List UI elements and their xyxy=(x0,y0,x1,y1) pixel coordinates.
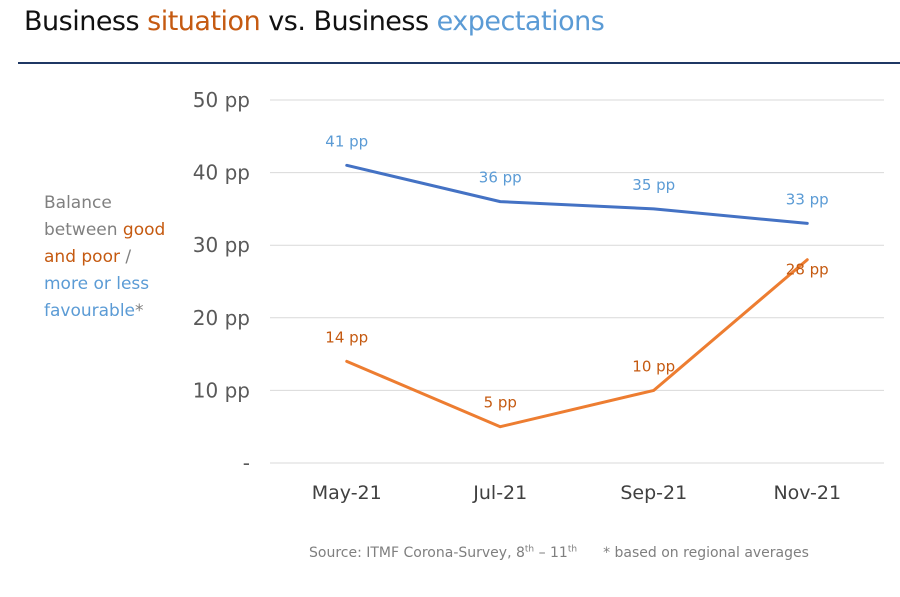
y-tick-label: 10 pp xyxy=(193,378,250,402)
regional-averages-note: * based on regional averages xyxy=(603,544,809,561)
source-text: Source: ITMF Corona-Survey, 8 xyxy=(309,544,525,561)
y-tick-label: 40 pp xyxy=(193,161,250,185)
y-axis-label: Balance between good and poor / more or … xyxy=(44,190,169,325)
y-tick-label: 20 pp xyxy=(193,306,250,330)
y-tick-label: 30 pp xyxy=(193,233,250,257)
expectations-data-label: 41 pp xyxy=(325,132,368,150)
y-tick-label: - xyxy=(243,451,250,475)
title-part-vs-business: vs. Business xyxy=(260,6,437,37)
chart-title: Business situation vs. Business expectat… xyxy=(24,6,605,37)
x-tick-label: Nov-21 xyxy=(773,482,841,504)
title-divider xyxy=(18,62,900,64)
situation-series-line xyxy=(345,258,809,429)
situation-data-label: 5 pp xyxy=(484,394,517,412)
situation-data-label: 28 pp xyxy=(786,261,829,279)
y-axis-label-separator: / xyxy=(119,247,132,267)
x-tick-label: May-21 xyxy=(312,482,382,504)
y-tick-label: 50 pp xyxy=(193,88,250,112)
situation-data-label: 14 pp xyxy=(325,328,368,346)
source-note: Source: ITMF Corona-Survey, 8th – 11th xyxy=(309,544,578,561)
expectations-data-label: 36 pp xyxy=(479,169,522,187)
situation-data-label: 10 pp xyxy=(632,357,675,375)
y-axis-label-balance: Balance between xyxy=(44,193,118,240)
y-axis-label-asterisk: * xyxy=(135,301,144,321)
title-part-situation: situation xyxy=(147,6,261,37)
title-part-business: Business xyxy=(24,6,148,37)
source-sup-2: th xyxy=(567,544,578,554)
y-axis-label-good-poor: good and poor xyxy=(44,220,166,267)
source-sup-1: th xyxy=(524,544,535,554)
expectations-data-label: 33 pp xyxy=(786,190,829,208)
x-tick-label: Jul-21 xyxy=(472,482,527,504)
y-axis-label-favourable: more or less favourable xyxy=(44,274,150,321)
x-tick-label: Sep-21 xyxy=(620,482,687,504)
source-text-2: – 11 xyxy=(534,544,568,561)
footer: Source: ITMF Corona-Survey, 8th – 11th * … xyxy=(309,544,809,561)
expectations-series-line xyxy=(345,163,809,225)
title-part-expectations: expectations xyxy=(436,6,605,37)
expectations-data-label: 35 pp xyxy=(632,176,675,194)
